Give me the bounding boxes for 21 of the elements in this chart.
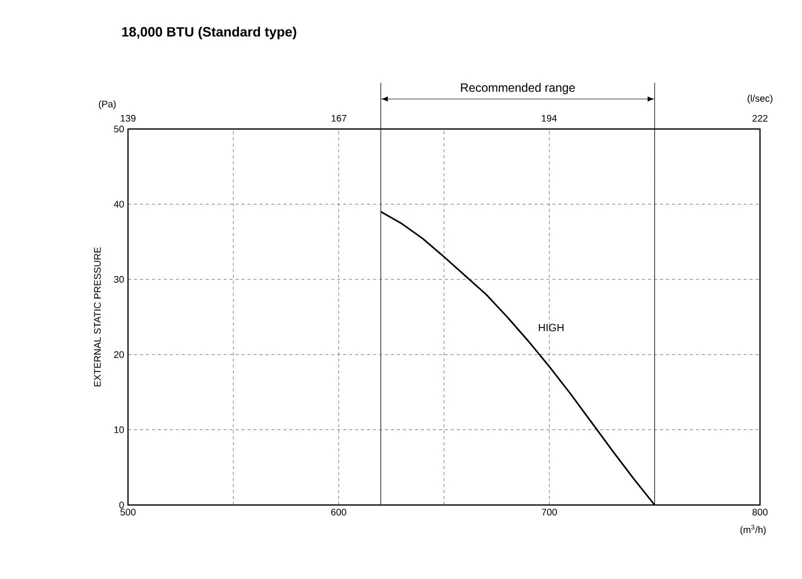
x-axis-title: (m$^{3}$/h) (740, 524, 766, 535)
x-tick-label: 500 (120, 508, 136, 516)
y-tick-label: 20 (114, 351, 124, 358)
chart-title: 18,000 BTU (Standard type) (122, 26, 296, 40)
y-tick-label: 30 (114, 276, 124, 283)
text: (Pa) (98, 100, 116, 110)
x-tick-label: 600 (331, 508, 346, 516)
y-tick-label: 0 (119, 502, 124, 508)
y-tick-label: 50 (114, 126, 124, 132)
x2-tick-label: 222 (752, 114, 768, 122)
y-tick-label: 10 (114, 426, 124, 434)
y-tick-label: 40 (114, 200, 124, 208)
x2-axis-title: (l/sec) (748, 94, 772, 104)
x2-tick-label: 167 (332, 114, 346, 122)
y-axis-title: EXTERNAL STATIC PRESSURE (94, 247, 101, 386)
x2-tick-label: 194 (542, 114, 557, 122)
series-label: HIGH (538, 324, 564, 332)
x2-tick-label: 139 (120, 114, 136, 122)
x-tick-label: 800 (752, 508, 768, 516)
x-tick-label: 700 (542, 508, 557, 516)
text: Recommended range (461, 83, 575, 94)
